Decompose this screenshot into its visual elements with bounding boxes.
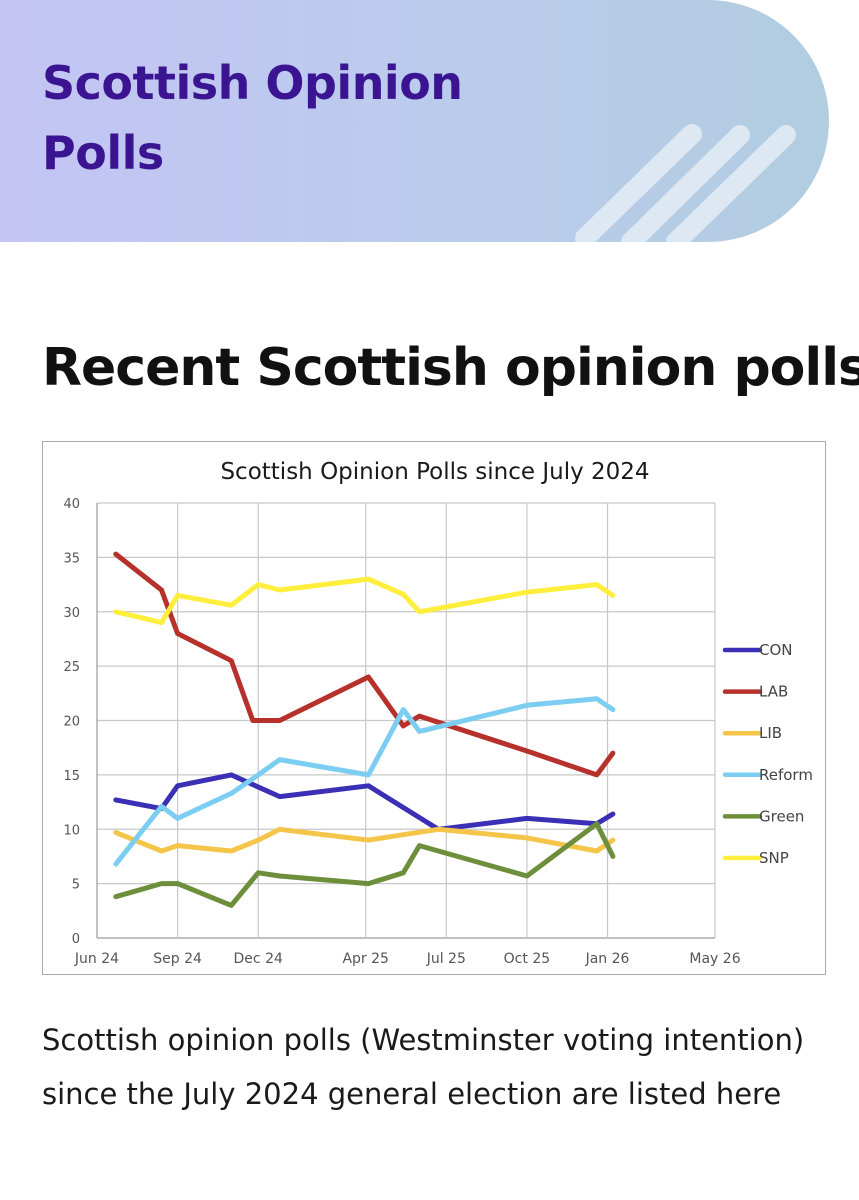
x-tick-label: Oct 25 [504, 951, 550, 967]
x-tick-label: Jun 24 [74, 951, 119, 967]
y-tick-label: 5 [72, 878, 80, 893]
series-line-reform [113, 696, 616, 867]
y-tick-label: 15 [63, 769, 80, 784]
section-heading: Recent Scottish opinion polls [42, 338, 859, 398]
x-tick-label: May 26 [689, 951, 740, 967]
series-line-snp [113, 576, 616, 626]
chart-caption: Scottish opinion polls (Westminster voti… [42, 1023, 805, 1111]
x-tick-label: Apr 25 [342, 951, 388, 967]
legend-label: CON [759, 641, 793, 659]
series-line-con [113, 772, 616, 832]
decorative-stripes [575, 124, 796, 242]
x-tick-label: Jul 25 [426, 951, 466, 967]
stripe [621, 125, 750, 242]
x-tick-label: Jan 26 [585, 951, 630, 967]
chart-title: Scottish Opinion Polls since July 2024 [220, 459, 649, 485]
legend-label: SNP [759, 849, 789, 867]
legend-label: LAB [759, 683, 788, 701]
y-tick-label: 20 [63, 715, 80, 730]
stripe [575, 124, 702, 242]
y-tick-label: 0 [72, 932, 80, 947]
legend-label: Green [759, 807, 804, 825]
series-line-lab [113, 551, 616, 778]
y-tick-label: 30 [63, 606, 80, 621]
line-chart: Scottish Opinion Polls since July 2024 0 5… [63, 459, 813, 967]
page-title: Scottish Opinion Polls [42, 56, 463, 180]
header-banner: Scottish Opinion Polls [0, 0, 829, 242]
y-tick-label: 40 [63, 497, 80, 512]
chart-container: Scottish Opinion Polls since July 2024 0 5… [42, 441, 826, 975]
y-tick-label: 25 [63, 660, 80, 675]
series-line-lib [113, 826, 616, 854]
y-tick-label: 10 [63, 823, 80, 838]
stripe [666, 125, 796, 242]
x-tick-label: Dec 24 [234, 951, 283, 967]
y-tick-label: 35 [63, 551, 80, 566]
legend-label: LIB [759, 724, 782, 742]
x-tick-label: Sep 24 [153, 951, 202, 967]
legend-label: Reform [759, 766, 813, 784]
series-line-green [113, 821, 616, 908]
